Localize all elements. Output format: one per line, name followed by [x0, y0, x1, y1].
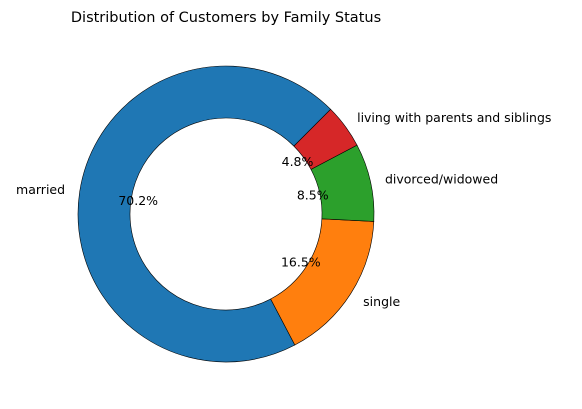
slice-label-living-with-parents-and-siblings: living with parents and siblings: [357, 110, 551, 125]
slice-labels: married 70.2% single 16.5% divorced/widowed 8…: [16, 110, 551, 309]
slice-pct-single: 16.5%: [281, 254, 321, 269]
slice-label-divorced-widowed: divorced/widowed: [385, 171, 498, 186]
chart-title: Distribution of Customers by Family Stat…: [71, 10, 381, 26]
slice-pct-living-with-parents-and-siblings: 4.8%: [282, 154, 314, 169]
slice-married: [77, 65, 332, 363]
slice-pct-divorced-widowed: 8.5%: [297, 187, 329, 202]
slice-label-single: single: [363, 294, 400, 309]
slice-living-with-parents-and-siblings: [293, 108, 358, 170]
donut-slices: [77, 65, 375, 363]
slice-pct-married: 70.2%: [118, 193, 158, 208]
slice-label-married: married: [16, 182, 65, 197]
